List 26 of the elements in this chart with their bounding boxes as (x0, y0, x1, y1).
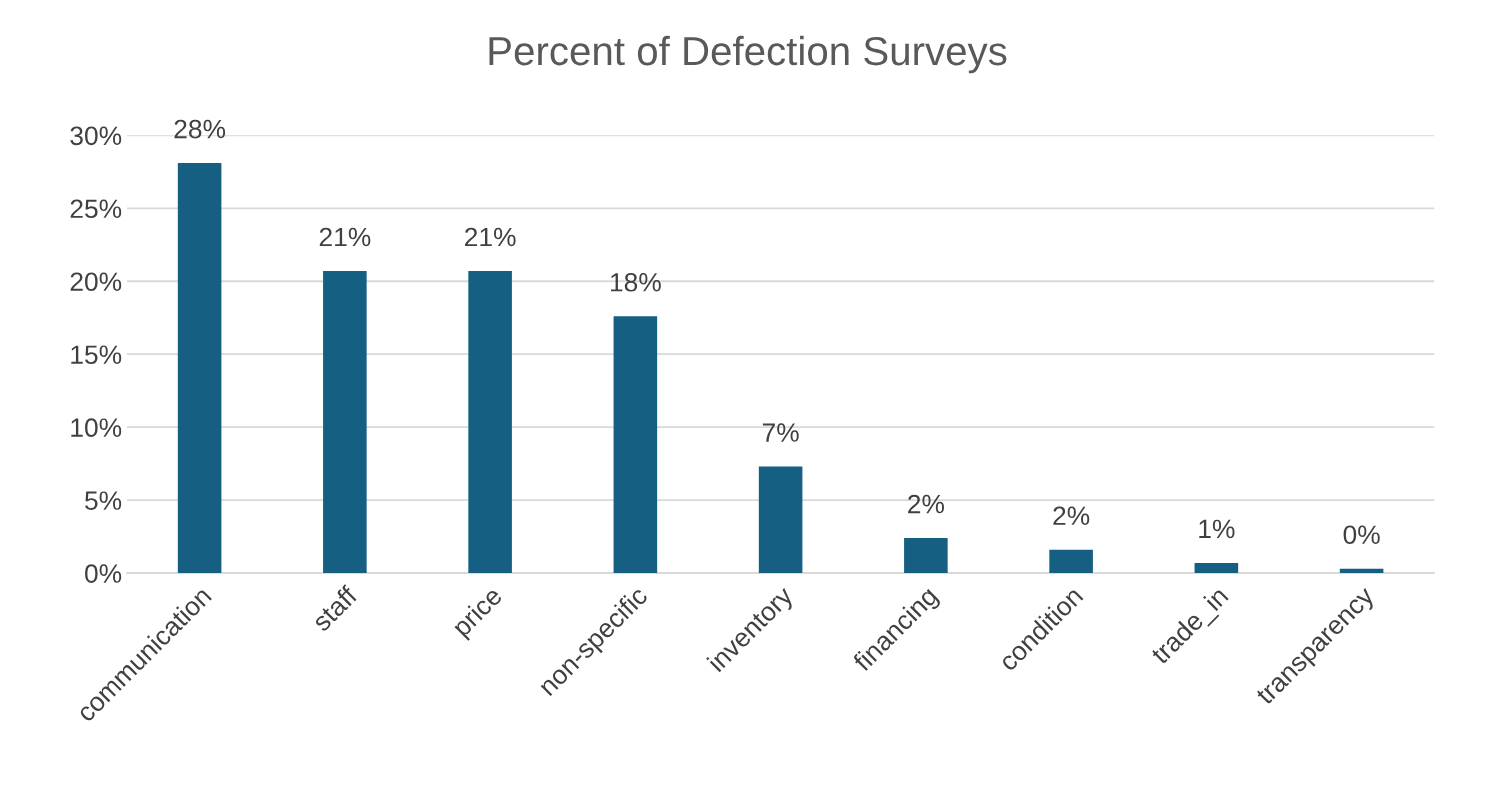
y-tick-label: 20% (70, 272, 122, 292)
data-label: 28% (174, 119, 226, 139)
data-label: 1% (1199, 519, 1235, 539)
y-tick-label: 10% (71, 418, 122, 438)
data-label: 7% (762, 423, 799, 442)
data-label: 21% (465, 227, 516, 247)
bar (177, 163, 222, 574)
bar (1194, 562, 1239, 574)
chart-title: Percent of Defection Surveys (489, 35, 1007, 74)
data-label: 2% (1053, 506, 1090, 526)
data-label: 0% (1343, 525, 1380, 545)
bar (1049, 549, 1093, 574)
y-tick-label: 30% (70, 126, 122, 146)
bar (904, 538, 948, 574)
y-tick-label: 0% (85, 564, 122, 583)
bar (1339, 568, 1384, 574)
bar (758, 466, 803, 574)
y-tick-label: 15% (71, 345, 122, 365)
y-tick-label: 5% (85, 491, 122, 510)
y-tick-label: 25% (70, 199, 122, 219)
bar (323, 271, 367, 574)
data-label: 21% (319, 227, 371, 247)
data-label: 18% (610, 272, 661, 292)
bar (468, 271, 512, 574)
data-label: 2% (908, 494, 944, 514)
bar (613, 316, 658, 574)
